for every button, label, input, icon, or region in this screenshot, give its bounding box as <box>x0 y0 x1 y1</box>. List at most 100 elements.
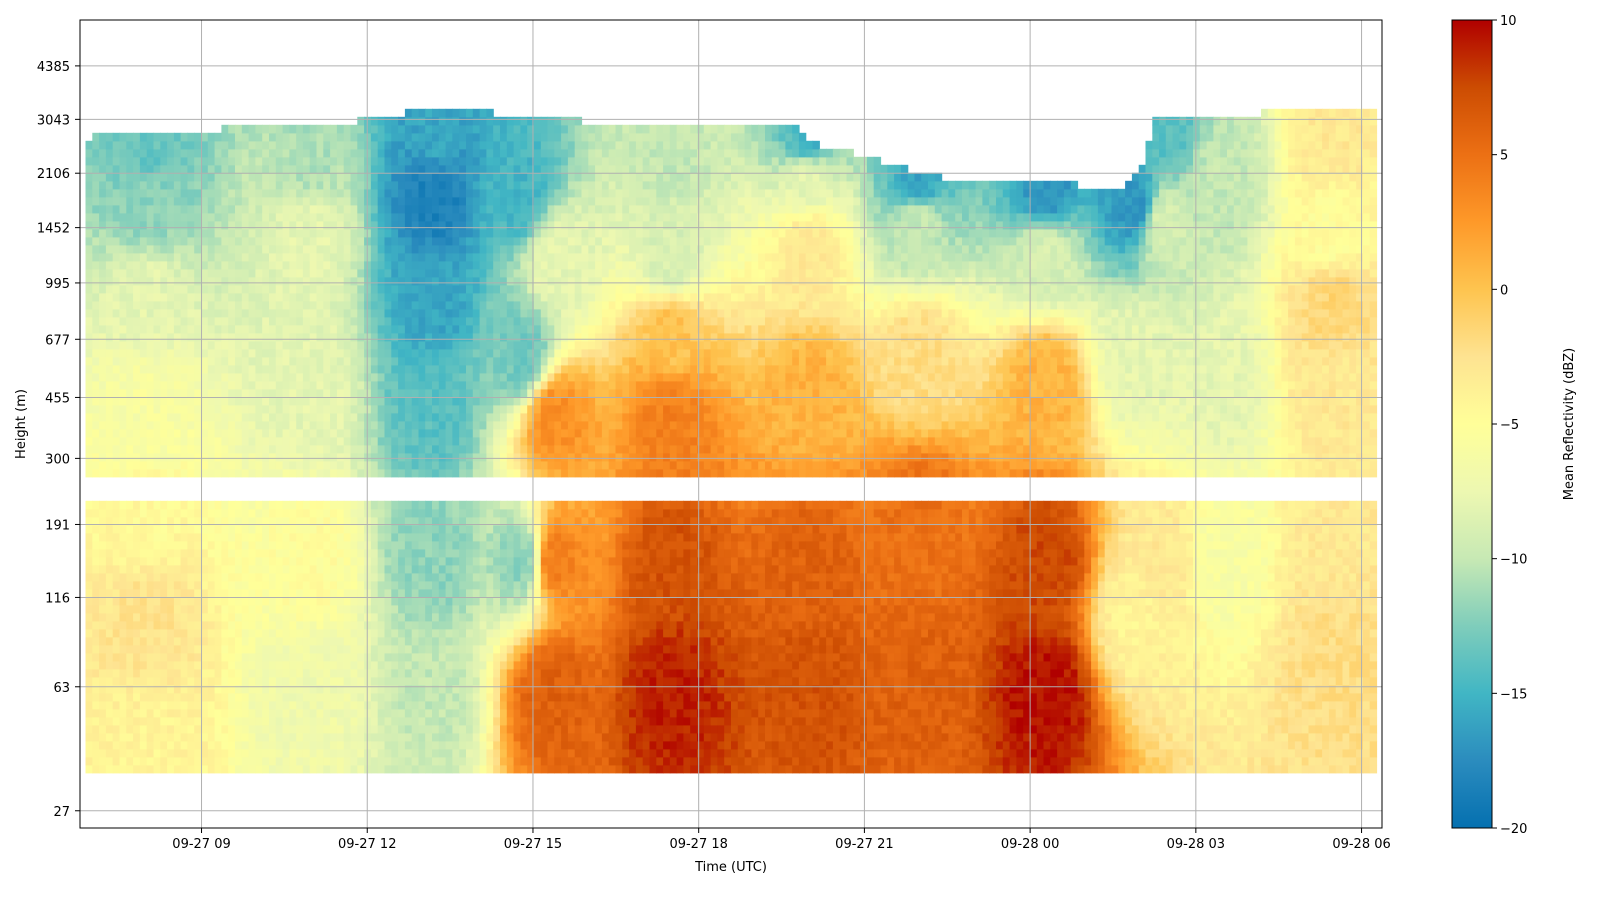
heatmap-cell <box>282 428 290 438</box>
heatmap-cell <box>167 420 175 430</box>
heatmap-cell <box>255 316 263 326</box>
heatmap-cell <box>302 308 311 318</box>
heatmap-cell <box>119 292 127 302</box>
heatmap-cell <box>493 668 501 678</box>
heatmap-cell <box>411 116 420 126</box>
heatmap-cell <box>343 204 352 214</box>
heatmap-cell <box>323 524 331 534</box>
heatmap-cell <box>167 500 175 510</box>
heatmap-cell <box>255 236 263 246</box>
heatmap-cell <box>377 356 386 366</box>
heatmap-cell <box>221 236 229 246</box>
heatmap-cell <box>364 132 372 142</box>
heatmap-cell <box>180 132 188 142</box>
heatmap-cell <box>493 516 501 526</box>
heatmap-cell <box>364 372 372 382</box>
heatmap-cell <box>289 460 297 470</box>
heatmap-cell <box>330 540 338 550</box>
heatmap-cell <box>207 372 216 382</box>
heatmap-cell <box>493 548 501 558</box>
heatmap-cell <box>336 692 345 702</box>
heatmap-cell <box>459 436 467 446</box>
heatmap-cell <box>289 396 297 406</box>
heatmap-cell <box>316 316 324 326</box>
heatmap-cell <box>323 756 331 766</box>
heatmap-cell <box>472 524 481 534</box>
heatmap-cell <box>105 212 114 222</box>
heatmap-cell <box>418 340 426 350</box>
heatmap-cell <box>425 220 433 230</box>
heatmap-cell <box>173 244 182 254</box>
heatmap-cell <box>269 324 277 334</box>
heatmap-cell <box>330 460 338 470</box>
heatmap-cell <box>228 684 236 694</box>
heatmap-cell <box>411 596 420 606</box>
heatmap-cell <box>479 700 487 710</box>
heatmap-cell <box>404 556 413 566</box>
heatmap-cell <box>296 588 304 598</box>
heatmap-cell <box>472 196 481 206</box>
heatmap-cell <box>187 228 195 238</box>
heatmap-cell <box>194 260 202 270</box>
heatmap-cell <box>506 244 515 254</box>
heatmap-cell <box>153 172 161 182</box>
heatmap-cell <box>214 732 222 742</box>
heatmap-cell <box>425 692 433 702</box>
heatmap-cell <box>323 124 331 134</box>
heatmap-cell <box>262 740 270 750</box>
heatmap-cell <box>506 564 515 574</box>
heatmap-cell <box>99 276 107 286</box>
heatmap-cell <box>479 388 487 398</box>
heatmap-cell <box>479 180 487 190</box>
heatmap-cell <box>336 404 345 414</box>
heatmap-cell <box>438 148 447 158</box>
heatmap-cell <box>432 148 440 158</box>
heatmap-cell <box>330 292 338 302</box>
heatmap-cell <box>323 388 331 398</box>
heatmap-cell <box>228 436 236 446</box>
heatmap-cell <box>466 132 474 142</box>
heatmap-cell <box>105 412 114 422</box>
heatmap-cell <box>316 236 324 246</box>
heatmap-cell <box>289 756 297 766</box>
heatmap-cell <box>364 140 372 150</box>
heatmap-cell <box>486 108 494 118</box>
heatmap-cell <box>153 700 161 710</box>
heatmap-cell <box>479 732 487 742</box>
heatmap-cell <box>146 172 155 182</box>
heatmap-cell <box>309 748 318 758</box>
heatmap-cell <box>92 540 100 550</box>
heatmap-cell <box>500 300 508 310</box>
heatmap-cell <box>194 756 202 766</box>
heatmap-cell <box>302 364 311 374</box>
heatmap-cell <box>425 716 433 726</box>
heatmap-cell <box>432 164 440 174</box>
heatmap-cell <box>323 540 331 550</box>
heatmap-cell <box>357 388 365 398</box>
heatmap-cell <box>391 292 399 302</box>
heatmap-cell <box>466 628 474 638</box>
heatmap-cell <box>92 740 100 750</box>
heatmap-cell <box>275 732 284 742</box>
heatmap-cell <box>309 324 318 334</box>
heatmap-cell <box>404 308 413 318</box>
heatmap-cell <box>411 564 420 574</box>
heatmap-cell <box>384 460 392 470</box>
heatmap-cell <box>493 284 501 294</box>
heatmap-cell <box>99 668 107 678</box>
heatmap-cell <box>432 132 440 142</box>
heatmap-cell <box>486 388 494 398</box>
heatmap-cell <box>364 644 372 654</box>
heatmap-cell <box>357 380 365 390</box>
heatmap-cell <box>506 508 515 518</box>
heatmap-cell <box>201 620 209 630</box>
heatmap-cell <box>173 364 182 374</box>
heatmap-cell <box>146 636 155 646</box>
heatmap-cell <box>173 748 182 758</box>
heatmap-cell <box>105 652 114 662</box>
heatmap-cell <box>201 316 209 326</box>
heatmap-cell <box>384 444 392 454</box>
heatmap-cell <box>160 324 168 334</box>
heatmap-cell <box>187 740 195 750</box>
heatmap-cell <box>370 204 379 214</box>
